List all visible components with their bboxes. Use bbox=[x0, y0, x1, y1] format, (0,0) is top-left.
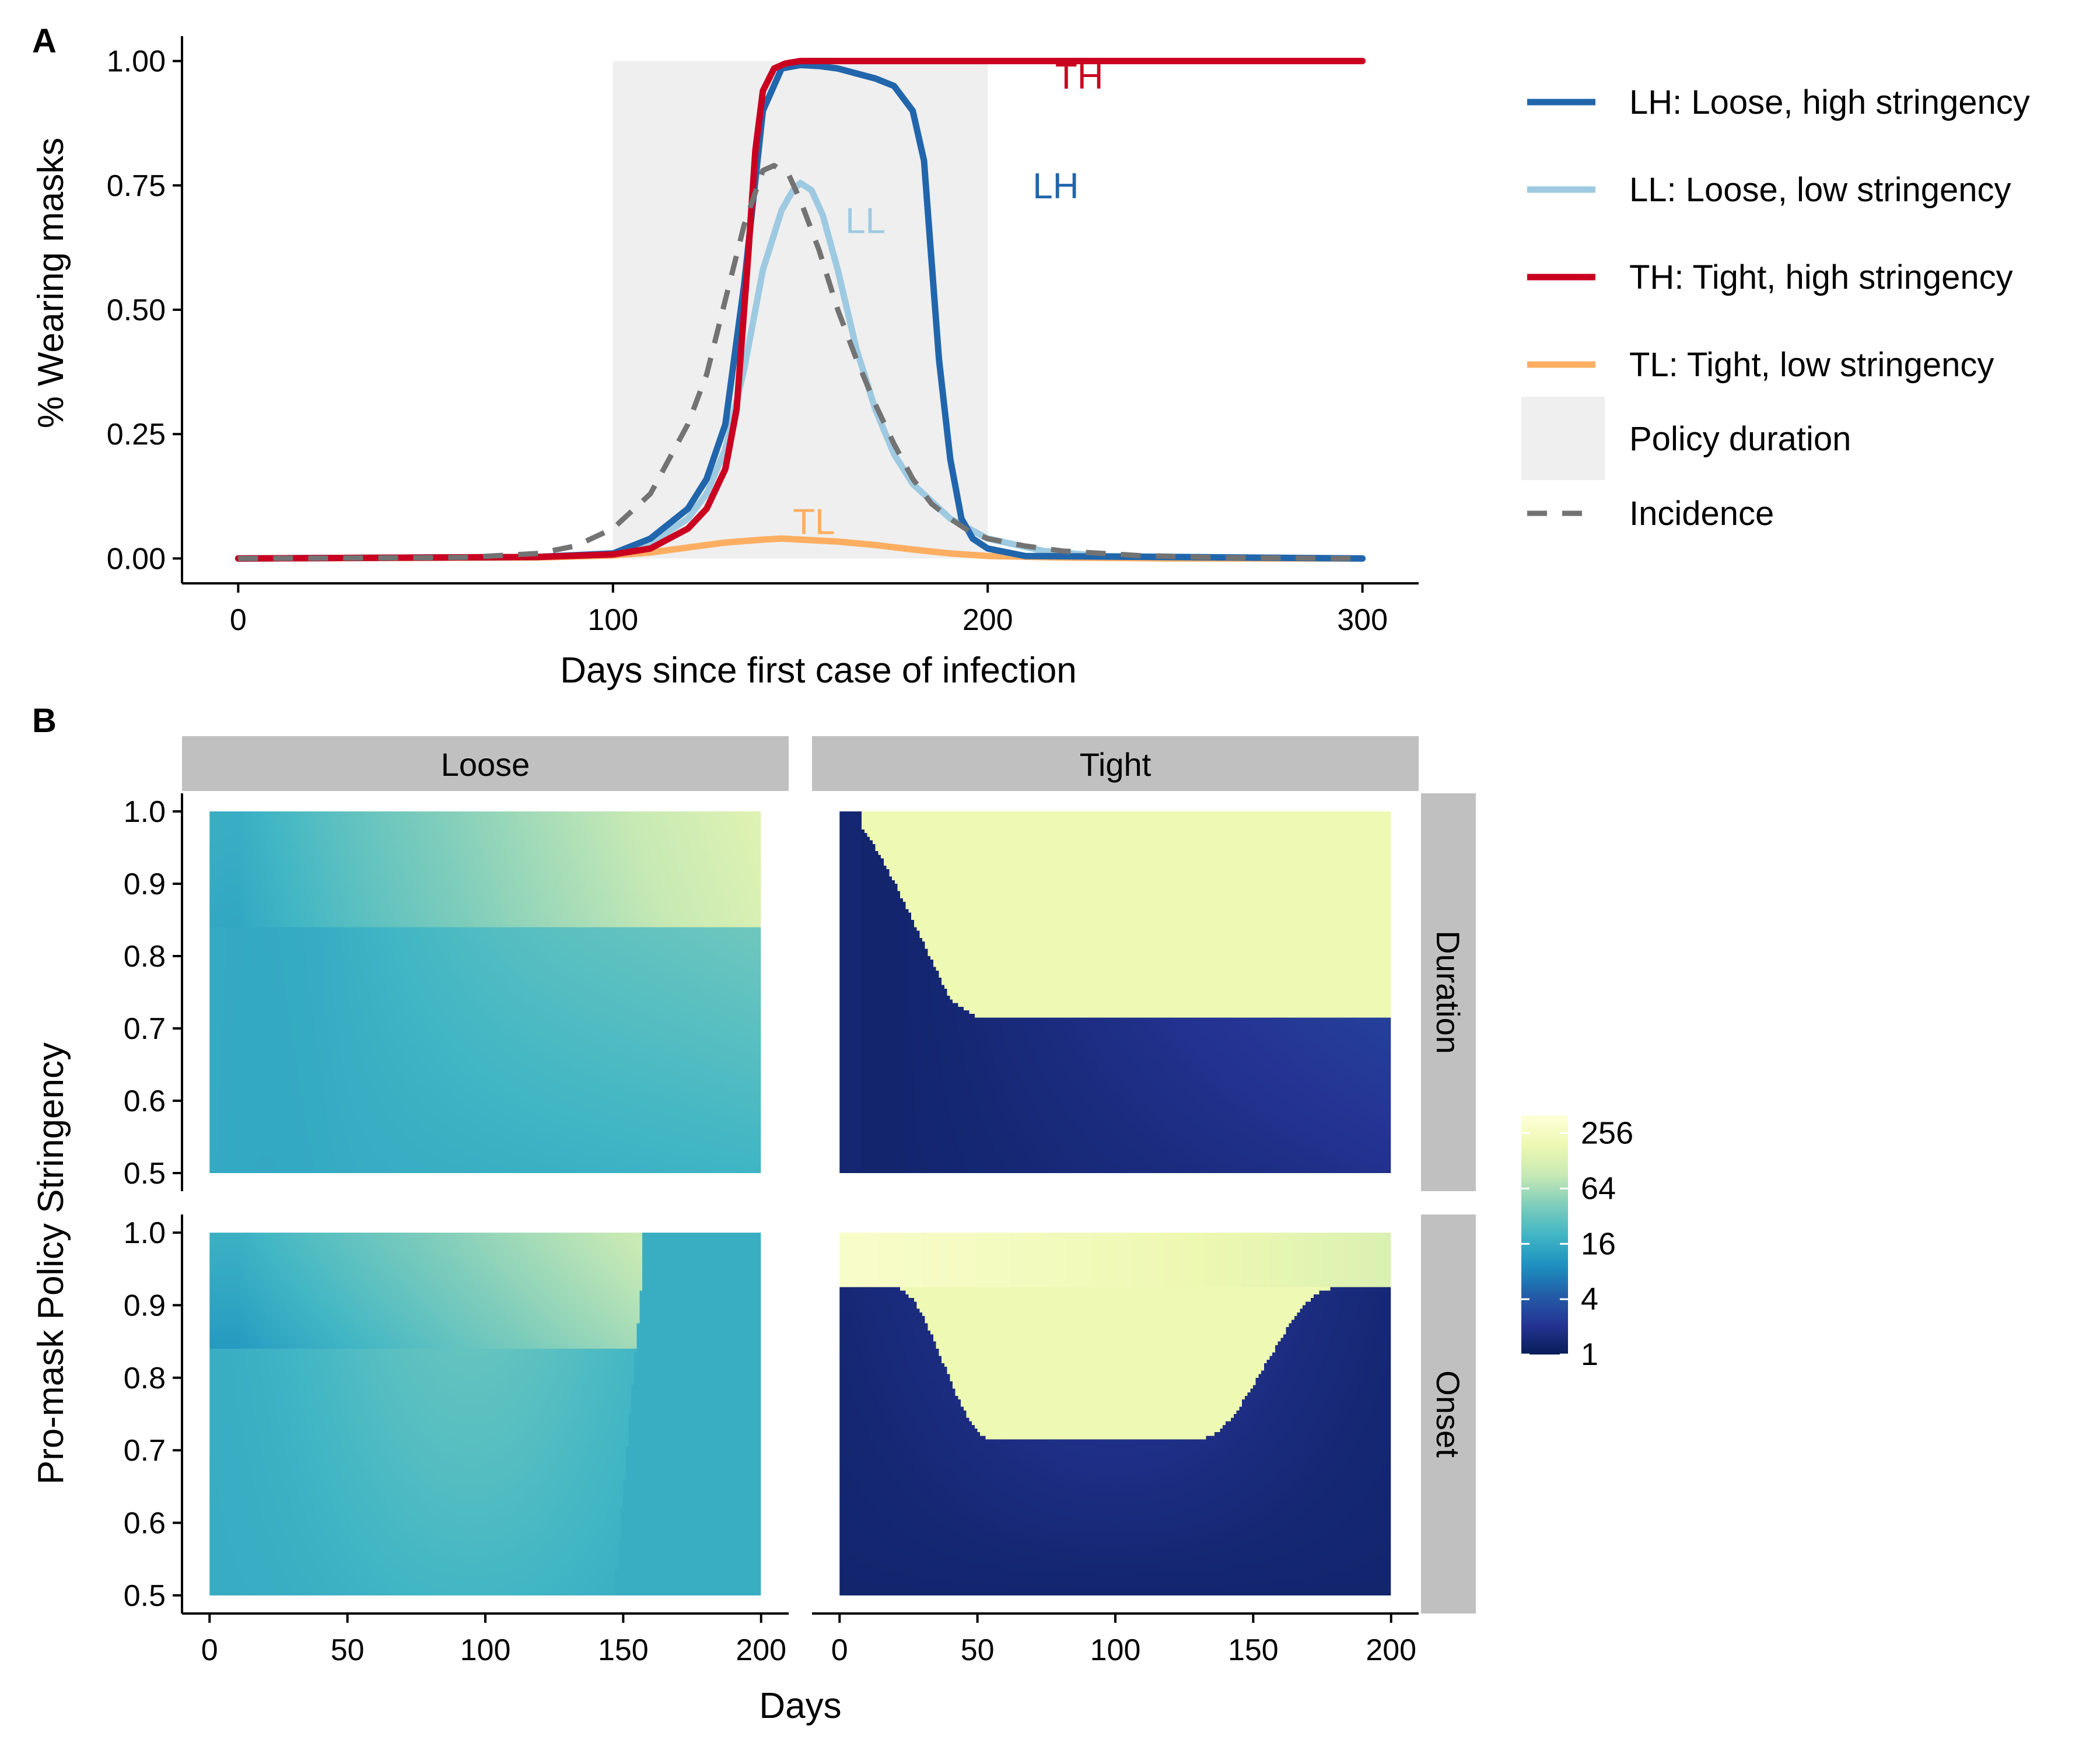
panel-a-label: A bbox=[32, 22, 57, 60]
line-label-ll: LL bbox=[845, 201, 886, 242]
panel-b-x-tick-label: 200 bbox=[1366, 1633, 1416, 1667]
panel-b-y-tick-label: 0.5 bbox=[124, 1579, 166, 1613]
colorbar-gradient bbox=[1521, 1115, 1568, 1354]
panel-b-y-axis-label: Pro-mask Policy Stringency bbox=[31, 1042, 71, 1485]
panel-b-heatmap-grid: Loose Tight Duration Onset 0.5 0.6 0.7 0.8 0.9 1… bbox=[31, 736, 1476, 1726]
panel-b-x-tick-label: 0 bbox=[201, 1633, 218, 1667]
legend-label-policy-duration: Policy duration bbox=[1629, 420, 1851, 458]
series-line-th bbox=[235, 58, 1366, 562]
line-label-tl: TL bbox=[793, 502, 835, 542]
panel-b-x-tick-label: 50 bbox=[331, 1633, 365, 1667]
panel-a-x-tick-label: 300 bbox=[1337, 603, 1388, 637]
panel-a-x-tick-label: 0 bbox=[230, 603, 247, 637]
panel-b-x-tick-label: 100 bbox=[1090, 1633, 1141, 1667]
legend-label-incidence: Incidence bbox=[1629, 495, 1774, 533]
panel-a-y-axis-label: % Wearing masks bbox=[31, 138, 71, 428]
colorbar-tick-label: 256 bbox=[1581, 1116, 1633, 1151]
facet-strip-duration bbox=[1421, 793, 1476, 1191]
panel-b-y-tick-label: 0.7 bbox=[124, 1434, 166, 1468]
facet-strip-label-onset: Onset bbox=[1430, 1370, 1466, 1458]
series-line-lh bbox=[235, 62, 1366, 562]
panel-b-label: B bbox=[32, 702, 57, 740]
panel-a-x-axis-label: Days since first case of infection bbox=[560, 650, 1077, 691]
panel-b-x-tick-label: 150 bbox=[1228, 1633, 1279, 1667]
panel-b-y-tick-label: 1.0 bbox=[124, 1216, 166, 1250]
panel-b-y-tick-label: 1.0 bbox=[124, 795, 166, 829]
panel-b-x-tick-label: 100 bbox=[460, 1633, 511, 1667]
legend-label-ll: LL: Loose, low stringency bbox=[1629, 171, 2011, 209]
panel-b-y-tick-label: 0.8 bbox=[124, 940, 166, 974]
panel-a-x-tick-label: 200 bbox=[963, 603, 1013, 637]
legend-label-tl: TL: Tight, low stringency bbox=[1629, 346, 1994, 384]
facet-strip-label-loose: Loose bbox=[441, 746, 530, 783]
facet-strip-label-tight: Tight bbox=[1080, 746, 1152, 783]
panel-b-y-tick-label: 0.7 bbox=[124, 1012, 166, 1046]
panel-b-y-tick-label: 0.5 bbox=[124, 1157, 166, 1191]
panel-b-y-tick-label: 0.9 bbox=[124, 1289, 166, 1322]
line-label-th: TH bbox=[1055, 57, 1104, 97]
panel-b-x-tick-label: 50 bbox=[961, 1633, 995, 1667]
panel-b-x-tick-label: 150 bbox=[598, 1633, 649, 1667]
colorbar-tick-label: 1 bbox=[1581, 1337, 1598, 1372]
panel-b-colorbar: 256 64 16 4 1 bbox=[1521, 1115, 1633, 1372]
legend-key-policy-duration bbox=[1521, 397, 1605, 480]
facet-strip-loose bbox=[182, 736, 789, 791]
colorbar-tick-label: 4 bbox=[1581, 1282, 1598, 1317]
panel-b-x-tick-label: 0 bbox=[831, 1633, 848, 1667]
panel-a-legend: LH: Loose, high stringency LL: Loose, low… bbox=[1521, 83, 2030, 533]
legend-label-th: TH: Tight, high stringency bbox=[1629, 258, 2013, 296]
panel-b-x-tick-label: 200 bbox=[736, 1633, 786, 1667]
heatmap-cell-loose-onset bbox=[209, 1233, 761, 1596]
panel-b-y-tick-label: 0.8 bbox=[124, 1362, 166, 1395]
heatmap-cell-tight-duration bbox=[839, 811, 1391, 1173]
panel-b-y-tick-label: 0.6 bbox=[124, 1507, 166, 1541]
heatmap-cell-loose-duration bbox=[209, 811, 761, 1173]
panel-b-y-tick-label: 0.6 bbox=[124, 1084, 166, 1118]
colorbar-tick-label: 16 bbox=[1581, 1226, 1616, 1261]
panel-a-y-tick-label: 0.00 bbox=[107, 542, 166, 576]
line-label-lh: LH bbox=[1032, 166, 1079, 206]
panel-a-x-tick-label: 100 bbox=[587, 603, 638, 637]
heatmap-cell-tight-onset bbox=[839, 1233, 1391, 1596]
legend-label-lh: LH: Loose, high stringency bbox=[1629, 83, 2030, 121]
facet-strip-onset bbox=[1421, 1214, 1476, 1614]
series-line-inc bbox=[238, 163, 1363, 561]
facet-strip-label-duration: Duration bbox=[1430, 930, 1466, 1054]
panel-b-y-tick-label: 0.9 bbox=[124, 867, 166, 901]
panel-a-y-tick-label: 0.50 bbox=[107, 293, 166, 327]
panel-a-y-tick-label: 0.75 bbox=[107, 169, 166, 203]
facet-strip-tight bbox=[812, 736, 1419, 791]
panel-a-y-tick-label: 1.00 bbox=[107, 45, 166, 79]
panel-b-x-axis-label: Days bbox=[759, 1686, 841, 1726]
panel-a-y-tick-label: 0.25 bbox=[107, 418, 166, 452]
policy-duration-shading bbox=[612, 61, 988, 559]
colorbar-tick-label: 64 bbox=[1581, 1171, 1616, 1206]
